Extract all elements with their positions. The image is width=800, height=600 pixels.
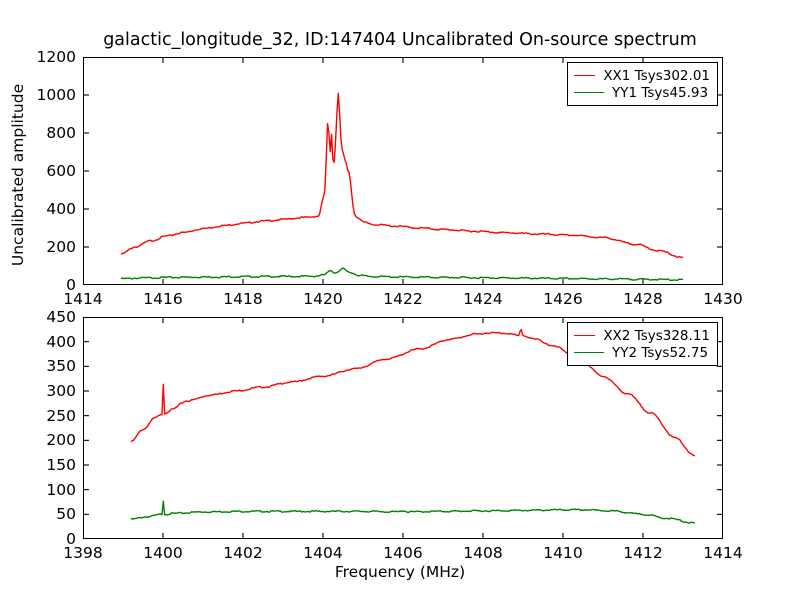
x-tick-label: 1400	[143, 544, 183, 562]
x-tick-label: 1418	[223, 290, 263, 308]
x-tick-label: 1408	[463, 544, 503, 562]
y-tick-label: 1200	[36, 48, 76, 66]
x-tick-label: 1430	[703, 290, 743, 308]
legend-entry: YY2 Tsys52.75	[574, 344, 710, 361]
x-tick-label: 1402	[223, 544, 263, 562]
x-tick-label: 1416	[143, 290, 183, 308]
y-tick-label: 300	[46, 382, 76, 400]
legend-label: YY2 Tsys52.75	[612, 344, 709, 361]
bottom-plot-data-area	[83, 317, 723, 539]
series-line-2	[131, 501, 695, 523]
x-axis-label-bottom: Frequency (MHz)	[334, 563, 466, 581]
series-line-1	[121, 93, 683, 257]
y-tick-label: 800	[46, 124, 76, 142]
top-legend: XX1 Tsys302.01 YY1 Tsys45.93	[567, 62, 718, 106]
legend-label: XX1 Tsys302.01	[603, 67, 710, 84]
page-title: galactic_longitude_32, ID:147404 Uncalib…	[103, 30, 697, 50]
x-tick-label: 1422	[383, 290, 423, 308]
legend-color-swatch-icon	[574, 352, 604, 353]
top-plot-data-area	[83, 57, 723, 285]
y-tick-label: 150	[46, 456, 76, 474]
y-tick-label: 0	[66, 276, 76, 294]
y-tick-label: 400	[46, 200, 76, 218]
x-tick-label: 1412	[623, 544, 663, 562]
legend-color-swatch-icon	[574, 335, 596, 336]
x-tick-label: 1426	[543, 290, 583, 308]
legend-label: YY1 Tsys45.93	[612, 84, 709, 101]
x-tick-label: 1428	[623, 290, 663, 308]
x-tick-label: 1420	[303, 290, 343, 308]
legend-entry: YY1 Tsys45.93	[574, 84, 710, 101]
x-tick-label: 1424	[463, 290, 503, 308]
y-tick-label: 200	[46, 431, 76, 450]
x-tick-label: 1398	[63, 544, 103, 562]
bottom-legend: XX2 Tsys328.11 YY2 Tsys52.75	[567, 322, 718, 366]
legend-entry: XX1 Tsys302.01	[574, 67, 710, 84]
y-tick-label: 600	[46, 162, 76, 180]
y-tick-label: 50	[56, 505, 76, 524]
legend-label: XX2 Tsys328.11	[603, 327, 710, 344]
x-tick-label: 1414	[703, 544, 743, 562]
x-tick-label: 1404	[303, 544, 343, 562]
y-tick-label: 100	[46, 480, 76, 499]
y-tick-label: 250	[46, 406, 76, 425]
y-tick-label: 350	[46, 357, 76, 376]
legend-color-swatch-icon	[574, 92, 604, 93]
y-tick-label: 400	[46, 332, 76, 351]
series-line-1	[131, 330, 695, 456]
legend-color-swatch-icon	[574, 75, 596, 76]
y-axis-label-top: Uncalibrated amplitude	[9, 83, 27, 267]
y-tick-label: 450	[46, 308, 76, 326]
legend-entry: XX2 Tsys328.11	[574, 327, 710, 344]
x-tick-label: 1406	[383, 544, 423, 562]
x-tick-label: 1410	[543, 544, 583, 562]
y-tick-label: 200	[46, 238, 76, 256]
x-tick-label: 1414	[63, 290, 103, 308]
series-line-2	[121, 268, 683, 280]
y-tick-label: 0	[66, 530, 76, 548]
y-tick-label: 1000	[36, 86, 76, 104]
